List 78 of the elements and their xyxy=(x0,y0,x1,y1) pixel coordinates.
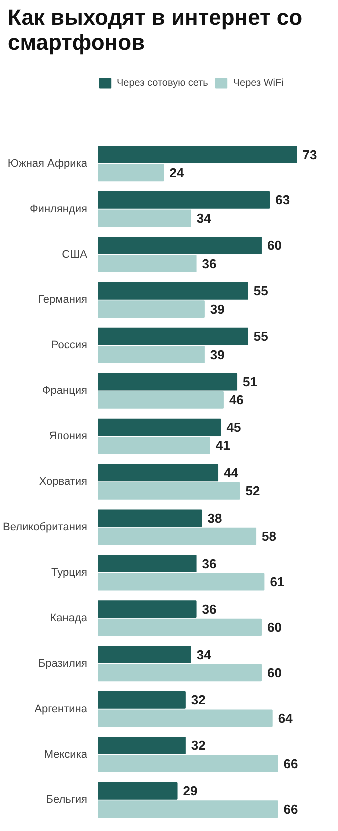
data-label: 36 xyxy=(202,556,217,572)
y-tick-label: Мексика xyxy=(44,748,88,761)
bar xyxy=(98,573,265,591)
data-label: 55 xyxy=(254,284,268,299)
data-label: 36 xyxy=(202,602,217,617)
y-tick-label: Германия xyxy=(38,294,88,306)
y-tick-label: Канада xyxy=(50,612,88,624)
bar xyxy=(98,418,222,436)
bar xyxy=(98,328,248,346)
bar xyxy=(98,710,273,728)
data-label: 44 xyxy=(224,465,240,480)
data-label: 34 xyxy=(196,210,212,226)
y-tick-label: Бразилия xyxy=(38,658,88,670)
bar xyxy=(98,600,197,618)
data-label: 29 xyxy=(183,784,198,799)
y-tick-label: Бельгия xyxy=(46,794,88,806)
bar xyxy=(98,210,192,228)
bar xyxy=(98,255,197,273)
data-label: 73 xyxy=(302,147,318,162)
y-tick-label: Южная Африка xyxy=(8,158,88,170)
bar xyxy=(98,346,205,364)
bar xyxy=(98,437,210,454)
data-label: 60 xyxy=(267,620,282,635)
bar xyxy=(98,528,257,546)
y-tick-label: Великобритания xyxy=(3,522,88,534)
data-label: 66 xyxy=(284,802,298,817)
bar xyxy=(98,782,178,800)
data-label: 39 xyxy=(210,302,225,317)
bar xyxy=(98,164,164,182)
data-label: 52 xyxy=(246,484,260,499)
y-tick-label: Франция xyxy=(42,385,88,398)
data-label: 55 xyxy=(254,329,268,344)
data-label: 36 xyxy=(202,256,217,272)
legend-label: Через WiFi xyxy=(233,78,284,88)
legend-label: Через сотовую сеть xyxy=(117,78,208,88)
bar xyxy=(98,392,224,409)
y-tick-label: Турция xyxy=(52,566,88,579)
y-tick-label: Япония xyxy=(49,430,88,443)
bar xyxy=(98,646,192,664)
bar xyxy=(98,755,278,773)
data-label: 39 xyxy=(210,347,225,362)
bar xyxy=(98,510,202,528)
chart-title: Как выходят в интернет со смартфонов xyxy=(8,5,304,56)
bar xyxy=(98,618,262,636)
data-label: 32 xyxy=(191,738,206,754)
data-label: 66 xyxy=(284,756,298,772)
bar xyxy=(98,464,219,482)
data-label: 34 xyxy=(196,647,212,662)
bar xyxy=(98,282,248,300)
y-tick-label: США xyxy=(62,248,88,261)
data-label: 45 xyxy=(226,420,242,435)
data-label: 24 xyxy=(170,165,185,180)
bar xyxy=(98,555,197,573)
data-label: 60 xyxy=(267,665,282,680)
data-label: 58 xyxy=(262,529,277,544)
bar xyxy=(98,737,186,754)
data-label: 61 xyxy=(270,574,285,590)
bar xyxy=(98,300,205,318)
y-tick-label: Хорватия xyxy=(39,476,88,488)
y-tick-label: Россия xyxy=(51,340,88,352)
bar xyxy=(98,800,278,818)
bar xyxy=(98,664,262,682)
data-label: 51 xyxy=(243,374,258,390)
data-label: 64 xyxy=(278,710,294,726)
bar xyxy=(98,146,298,164)
data-label: 38 xyxy=(208,510,222,526)
data-label: 63 xyxy=(276,192,290,208)
bar xyxy=(98,482,240,500)
y-tick-label: Аргентина xyxy=(34,703,88,716)
data-label: 41 xyxy=(216,438,230,454)
y-tick-label: Финляндия xyxy=(30,203,88,216)
bar xyxy=(98,373,238,391)
data-label: 60 xyxy=(267,238,282,254)
data-label: 32 xyxy=(191,692,206,708)
bar xyxy=(98,692,186,709)
bar xyxy=(98,192,270,209)
data-label: 46 xyxy=(229,392,244,408)
bar xyxy=(98,237,262,254)
